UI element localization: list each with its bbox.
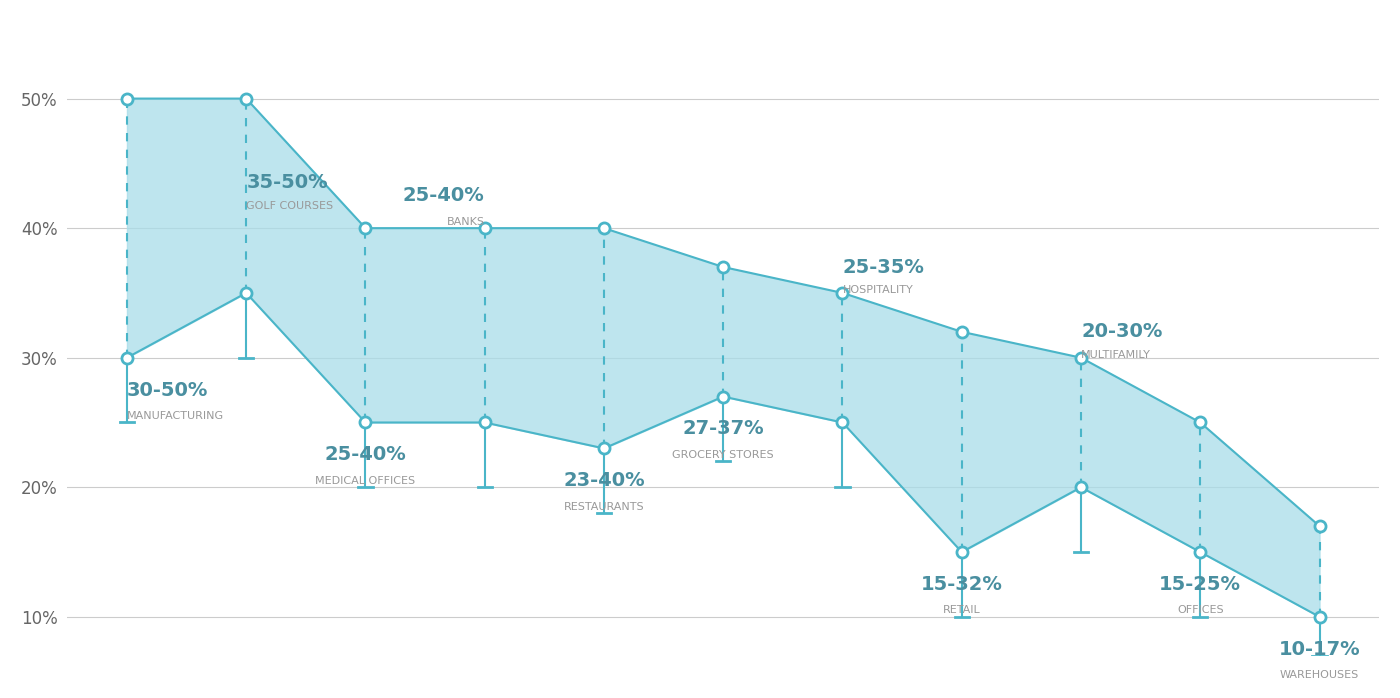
Text: MULTIFAMILY: MULTIFAMILY [1081, 350, 1151, 360]
Text: RESTAURANTS: RESTAURANTS [564, 502, 644, 512]
Text: 25-40%: 25-40% [403, 186, 484, 205]
Text: 30-50%: 30-50% [127, 380, 209, 399]
Text: 15-32%: 15-32% [921, 575, 1002, 594]
Text: 35-50%: 35-50% [246, 173, 328, 192]
Text: MANUFACTURING: MANUFACTURING [127, 411, 224, 421]
Text: GROCERY STORES: GROCERY STORES [672, 450, 774, 460]
Text: BANKS: BANKS [447, 216, 484, 227]
Text: 25-35%: 25-35% [843, 258, 924, 276]
Text: 25-40%: 25-40% [325, 445, 406, 464]
Text: 20-30%: 20-30% [1081, 322, 1162, 341]
Text: OFFICES: OFFICES [1177, 605, 1224, 616]
Text: 27-37%: 27-37% [682, 419, 764, 438]
Text: 23-40%: 23-40% [563, 471, 645, 490]
Text: RETAIL: RETAIL [942, 605, 980, 616]
Text: 15-25%: 15-25% [1159, 575, 1242, 594]
Text: HOSPITALITY: HOSPITALITY [843, 285, 913, 295]
Text: WAREHOUSES: WAREHOUSES [1280, 670, 1359, 680]
Text: GOLF COURSES: GOLF COURSES [246, 201, 333, 211]
Text: MEDICAL OFFICES: MEDICAL OFFICES [315, 476, 416, 486]
Text: 10-17%: 10-17% [1278, 640, 1361, 659]
